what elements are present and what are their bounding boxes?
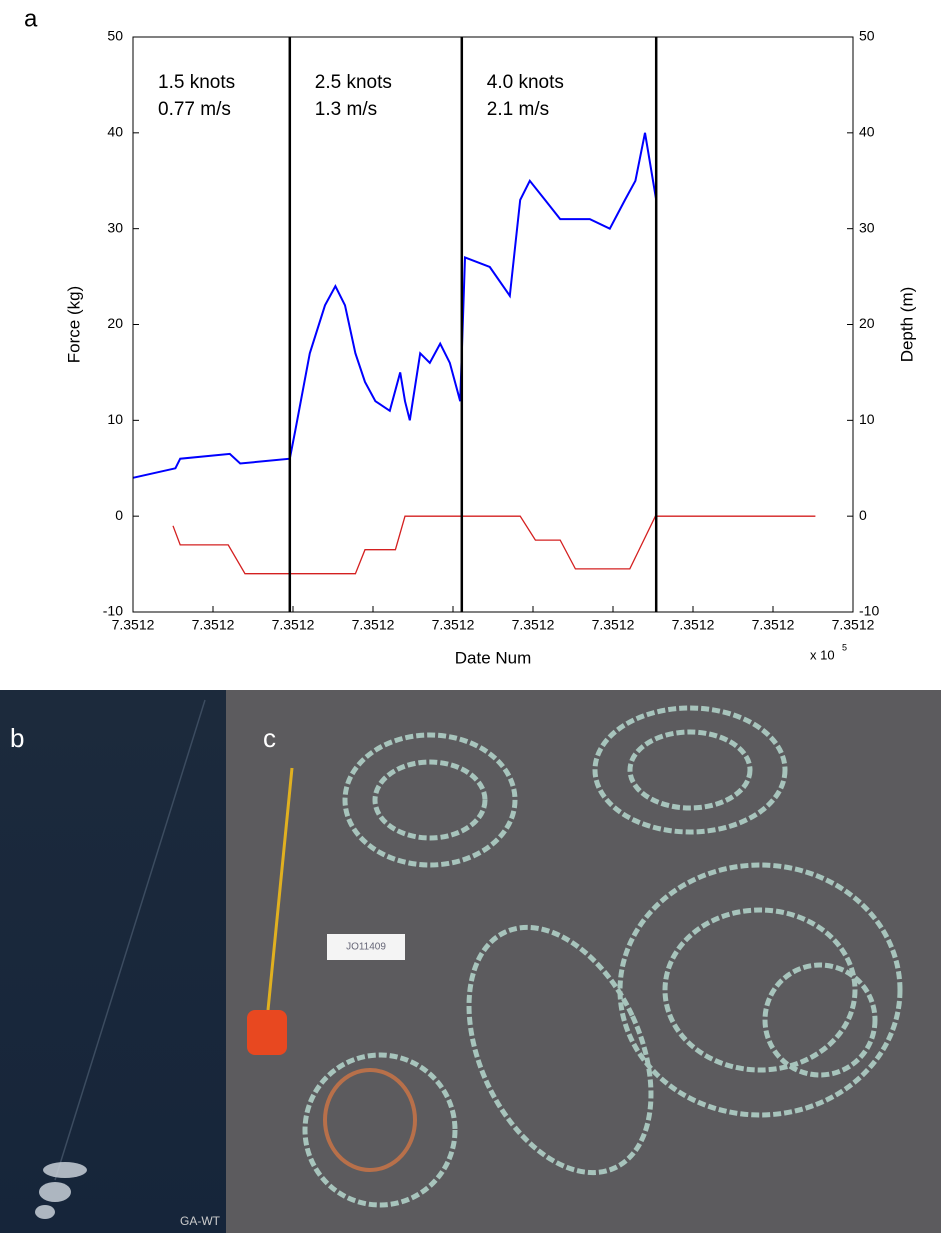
speed-annotation: 1.5 knots xyxy=(158,72,235,93)
speed-annotation: 1.3 m/s xyxy=(315,99,377,120)
y-tick-label: 20 xyxy=(107,315,123,331)
x-tick-label: 7.3512 xyxy=(592,617,635,633)
series-line xyxy=(173,516,815,574)
y2-tick-label: 30 xyxy=(859,219,875,235)
y2-tick-label: 50 xyxy=(859,28,875,44)
y-axis-label: Force (kg) xyxy=(64,286,83,363)
panel-label: b xyxy=(10,723,24,753)
photo-b xyxy=(0,690,226,1233)
y-tick-label: 40 xyxy=(107,124,123,140)
panel-label: c xyxy=(263,723,276,753)
tape-case xyxy=(247,1010,287,1055)
x-multiplier-exp: 5 xyxy=(842,642,847,652)
x-tick-label: 7.3512 xyxy=(512,617,555,633)
tag-text: JO11409 xyxy=(346,942,386,953)
x-axis-label: Date Num xyxy=(455,648,532,667)
y-tick-label: 0 xyxy=(115,507,123,523)
x-tick-label: 7.3512 xyxy=(192,617,235,633)
x-tick-label: 7.3512 xyxy=(272,617,315,633)
speed-annotation: 2.1 m/s xyxy=(487,99,549,120)
y2-axis-label: Depth (m) xyxy=(897,287,916,363)
y-tick-label: 30 xyxy=(107,219,123,235)
y2-tick-label: 20 xyxy=(859,315,875,331)
y2-tick-label: 10 xyxy=(859,411,875,427)
speed-annotation: 0.77 m/s xyxy=(158,99,231,120)
x-multiplier: x 10 xyxy=(810,647,835,662)
plot-frame xyxy=(133,37,853,612)
x-tick-label: 7.3512 xyxy=(672,617,715,633)
x-tick-label: 7.3512 xyxy=(352,617,395,633)
y2-tick-label: 40 xyxy=(859,124,875,140)
speed-annotation: 2.5 knots xyxy=(315,72,392,93)
x-tick-label: 7.3512 xyxy=(432,617,475,633)
speed-annotation: 4.0 knots xyxy=(487,72,564,93)
y-tick-label: 10 xyxy=(107,411,123,427)
x-tick-label: 7.3512 xyxy=(832,617,875,633)
panel-label: a xyxy=(24,5,38,32)
y2-tick-label: 0 xyxy=(859,507,867,523)
figure: a b GA-WT JO11409 c 1.5 knots 0.77 m/s 2.5… xyxy=(0,0,941,1233)
y-tick-label: 50 xyxy=(107,28,123,44)
series-line xyxy=(133,133,656,478)
watermark: GA-WT xyxy=(180,1214,221,1228)
x-tick-label: 7.3512 xyxy=(752,617,795,633)
x-tick-label: 7.3512 xyxy=(112,617,155,633)
